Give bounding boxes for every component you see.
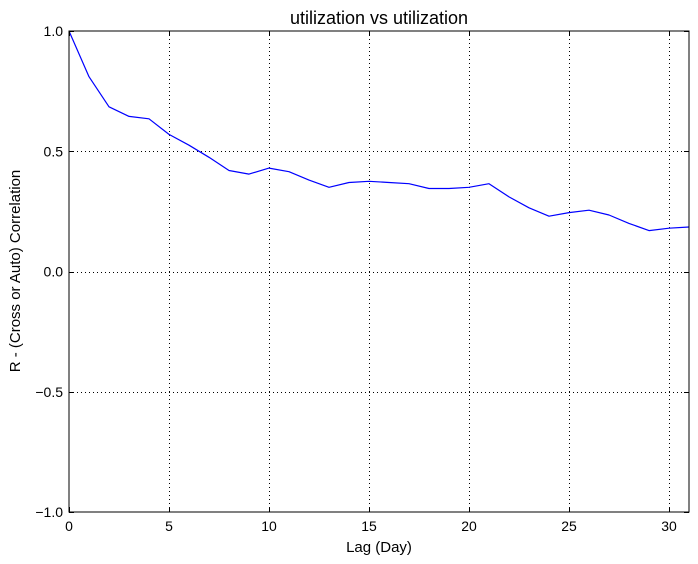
y-tick-label: 0.5 — [44, 143, 64, 159]
y-tick-label: −0.5 — [35, 384, 63, 400]
y-tick-label: −1.0 — [35, 504, 63, 520]
y-tick-label: 1.0 — [44, 23, 64, 39]
x-tick-label: 30 — [661, 518, 677, 534]
x-tick-label: 25 — [561, 518, 577, 534]
plot-frame — [68, 30, 690, 513]
x-tick-label: 10 — [261, 518, 277, 534]
chart-title: utilization vs utilization — [290, 8, 468, 28]
x-tick-label: 0 — [65, 518, 73, 534]
x-axis-label: Lag (Day) — [346, 539, 412, 556]
x-tick-label: 15 — [361, 518, 377, 534]
y-tick-label: 0.0 — [44, 264, 64, 280]
axis-ticks: 0 5 10 15 20 25 30 −1.0 −0.5 0.0 0.5 1.0 — [35, 23, 689, 534]
x-tick-label: 20 — [461, 518, 477, 534]
x-tick-label: 5 — [165, 518, 173, 534]
y-axis-label: R - (Cross or Auto) Correlation — [7, 170, 24, 373]
grid — [69, 31, 689, 512]
series-layer — [68, 30, 690, 232]
series-line — [68, 30, 690, 232]
